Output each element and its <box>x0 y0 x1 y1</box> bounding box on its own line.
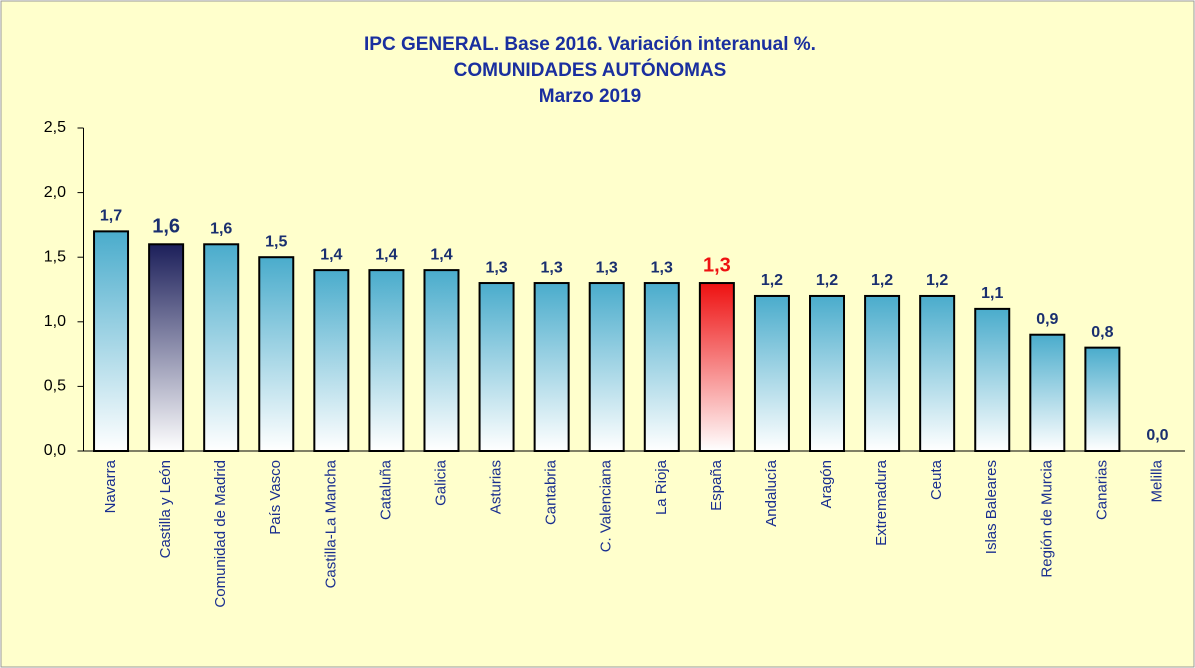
bar <box>258 256 295 453</box>
y-tick-label: 1,0 <box>44 313 66 330</box>
value-label: 1,4 <box>320 246 342 263</box>
x-tick-label: Ceuta <box>928 459 945 500</box>
value-label: 1,3 <box>541 259 563 276</box>
value-label: 1,4 <box>375 246 397 263</box>
value-label: 1,3 <box>596 259 618 276</box>
value-label: 1,3 <box>703 254 731 276</box>
value-label: 1,2 <box>761 272 783 289</box>
bar <box>93 230 130 452</box>
chart-title: IPC GENERAL. Base 2016. Variación intera… <box>364 34 816 55</box>
x-tick-label: Aragón <box>818 460 835 508</box>
bar <box>1084 346 1121 453</box>
bar <box>368 269 405 452</box>
chart-title: COMUNIDADES AUTÓNOMAS <box>454 59 727 81</box>
value-label: 0,0 <box>1146 427 1168 444</box>
value-label: 1,7 <box>100 208 122 225</box>
x-tick-label: Comunidad de Madrid <box>212 460 229 608</box>
x-tick-label: Andalucía <box>763 459 780 526</box>
bar <box>588 282 625 453</box>
bar <box>809 294 846 452</box>
y-tick-label: 1,5 <box>44 248 66 265</box>
value-label: 1,6 <box>152 216 180 238</box>
bar <box>643 282 680 453</box>
x-tick-label: Melilla <box>1148 459 1165 502</box>
value-label: 1,2 <box>926 272 948 289</box>
x-tick-label: La Rioja <box>653 459 670 515</box>
bar <box>698 282 735 453</box>
y-tick-label: 2,0 <box>44 184 66 201</box>
x-tick-label: País Vasco <box>267 460 284 535</box>
bar <box>753 294 790 452</box>
bar <box>533 282 570 453</box>
value-label: 1,1 <box>981 285 1003 302</box>
x-tick-label: Castilla-La Mancha <box>322 459 339 588</box>
bar <box>423 269 460 452</box>
y-tick-label: 0,0 <box>44 442 66 459</box>
value-label: 1,3 <box>651 259 673 276</box>
x-tick-label: Navarra <box>102 459 119 513</box>
value-label: 1,6 <box>210 220 232 237</box>
bar <box>313 269 350 452</box>
value-label: 1,2 <box>816 272 838 289</box>
bar <box>1029 333 1066 452</box>
bar <box>478 282 515 453</box>
x-tick-label: Castilla y León <box>157 460 174 558</box>
value-label: 1,2 <box>871 272 893 289</box>
bar <box>203 243 240 452</box>
bar <box>919 294 956 452</box>
x-tick-label: Región de Murcia <box>1038 459 1055 577</box>
x-tick-label: Cantabria <box>543 459 560 525</box>
x-tick-label: Islas Baleares <box>983 460 1000 554</box>
value-label: 0,9 <box>1036 311 1058 328</box>
x-tick-label: Canarias <box>1093 460 1110 520</box>
bar <box>148 243 185 452</box>
value-label: 0,8 <box>1091 324 1113 341</box>
x-tick-label: Galicia <box>432 459 449 506</box>
chart-title: Marzo 2019 <box>539 86 641 107</box>
bar <box>864 294 901 452</box>
y-tick-label: 2,5 <box>44 119 66 136</box>
x-tick-label: Extremadura <box>873 459 890 546</box>
x-tick-label: C. Valenciana <box>598 459 615 552</box>
x-tick-label: Asturias <box>488 460 505 514</box>
value-label: 1,5 <box>265 233 287 250</box>
bar <box>974 307 1011 452</box>
x-tick-label: España <box>708 459 725 511</box>
value-label: 1,3 <box>485 259 507 276</box>
y-tick-label: 0,5 <box>44 378 66 395</box>
value-label: 1,4 <box>430 246 452 263</box>
x-tick-label: Cataluña <box>377 459 394 520</box>
